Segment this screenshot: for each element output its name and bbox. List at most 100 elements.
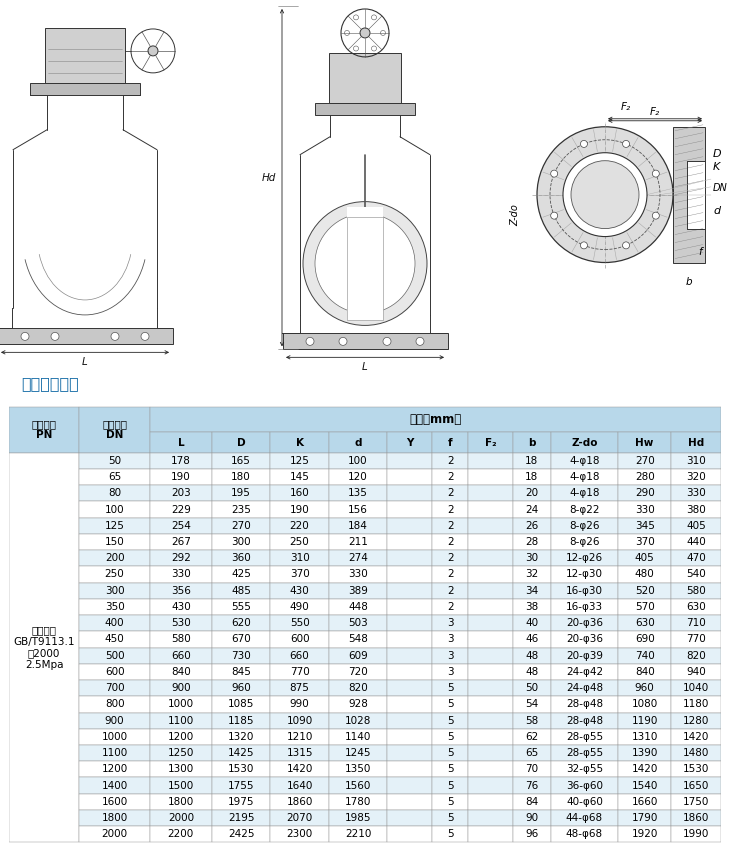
Bar	[270, 502, 329, 518]
Bar	[270, 615, 329, 632]
Bar	[551, 826, 618, 842]
Bar	[551, 502, 618, 518]
Text: 1755: 1755	[228, 780, 254, 790]
Text: 100: 100	[105, 504, 124, 514]
Bar	[212, 502, 270, 518]
Text: 160: 160	[290, 488, 310, 498]
Text: 840: 840	[635, 667, 655, 677]
Bar	[672, 778, 721, 794]
Text: 1600: 1600	[101, 797, 128, 807]
Bar	[551, 453, 618, 469]
Bar	[618, 502, 672, 518]
Text: L: L	[362, 363, 368, 373]
Bar	[212, 453, 270, 469]
Text: 5: 5	[447, 797, 453, 807]
Text: 400: 400	[105, 618, 124, 628]
Text: 1660: 1660	[631, 797, 658, 807]
Bar	[513, 582, 551, 599]
Text: 356: 356	[171, 586, 191, 596]
Text: 448: 448	[348, 602, 368, 612]
Text: 65: 65	[526, 748, 539, 758]
Text: 203: 203	[171, 488, 191, 498]
Bar	[388, 550, 432, 566]
Bar	[513, 518, 551, 534]
Bar	[150, 648, 212, 664]
Bar	[618, 550, 672, 566]
Bar	[551, 534, 618, 550]
Text: 960: 960	[635, 683, 655, 693]
Text: 840: 840	[171, 667, 191, 677]
Bar	[672, 432, 721, 453]
Bar	[388, 469, 432, 485]
Text: 尺寸（mm）: 尺寸（mm）	[410, 413, 461, 426]
Text: 28-φ55: 28-φ55	[566, 732, 603, 742]
Bar	[80, 407, 150, 453]
Bar	[688, 160, 705, 228]
Text: K: K	[296, 437, 304, 447]
Text: 580: 580	[686, 586, 706, 596]
Bar	[672, 728, 721, 745]
Bar	[328, 615, 388, 632]
Bar	[618, 680, 672, 696]
Bar	[468, 615, 513, 632]
Bar	[468, 566, 513, 582]
Bar	[513, 810, 551, 826]
Text: 4-φ18: 4-φ18	[569, 456, 599, 466]
Bar	[618, 485, 672, 502]
Text: 500: 500	[105, 650, 124, 661]
Bar	[80, 778, 150, 794]
Text: 600: 600	[290, 634, 310, 644]
Text: 40: 40	[526, 618, 539, 628]
Text: F₂: F₂	[650, 107, 660, 117]
Bar	[432, 712, 468, 728]
Text: 490: 490	[290, 602, 310, 612]
Circle shape	[380, 31, 385, 36]
Text: 300: 300	[105, 586, 124, 596]
Bar	[618, 534, 672, 550]
Bar	[150, 566, 212, 582]
Text: 96: 96	[526, 829, 539, 840]
Bar	[80, 648, 150, 664]
Text: Y: Y	[615, 179, 621, 189]
Bar	[270, 712, 329, 728]
Bar	[212, 534, 270, 550]
Bar	[329, 53, 401, 103]
Text: 125: 125	[290, 456, 310, 466]
Text: b: b	[685, 278, 692, 288]
Text: Y: Y	[406, 437, 413, 447]
Text: 540: 540	[686, 570, 706, 580]
Bar	[551, 550, 618, 566]
Bar	[270, 599, 329, 615]
Text: 1085: 1085	[228, 700, 254, 710]
Text: 900: 900	[105, 716, 124, 726]
Bar	[618, 745, 672, 762]
Text: 3: 3	[447, 634, 453, 644]
Text: 2: 2	[447, 456, 453, 466]
Bar	[551, 696, 618, 712]
Circle shape	[550, 212, 558, 219]
Bar	[80, 485, 150, 502]
Bar	[432, 566, 468, 582]
Text: 1530: 1530	[228, 764, 254, 774]
Bar	[672, 762, 721, 778]
Text: 235: 235	[231, 504, 251, 514]
Bar	[551, 810, 618, 826]
Bar	[468, 485, 513, 502]
Bar	[150, 502, 212, 518]
Bar	[468, 432, 513, 453]
Text: 211: 211	[348, 537, 368, 547]
Bar	[468, 810, 513, 826]
Bar	[513, 632, 551, 648]
Text: 1860: 1860	[683, 813, 710, 823]
Text: 1480: 1480	[683, 748, 710, 758]
Bar	[80, 599, 150, 615]
Bar	[328, 502, 388, 518]
Bar	[212, 664, 270, 680]
Text: 290: 290	[635, 488, 655, 498]
Bar	[468, 762, 513, 778]
Bar	[80, 680, 150, 696]
Bar	[468, 582, 513, 599]
Bar	[388, 566, 432, 582]
Bar	[212, 648, 270, 664]
Text: 2: 2	[447, 504, 453, 514]
